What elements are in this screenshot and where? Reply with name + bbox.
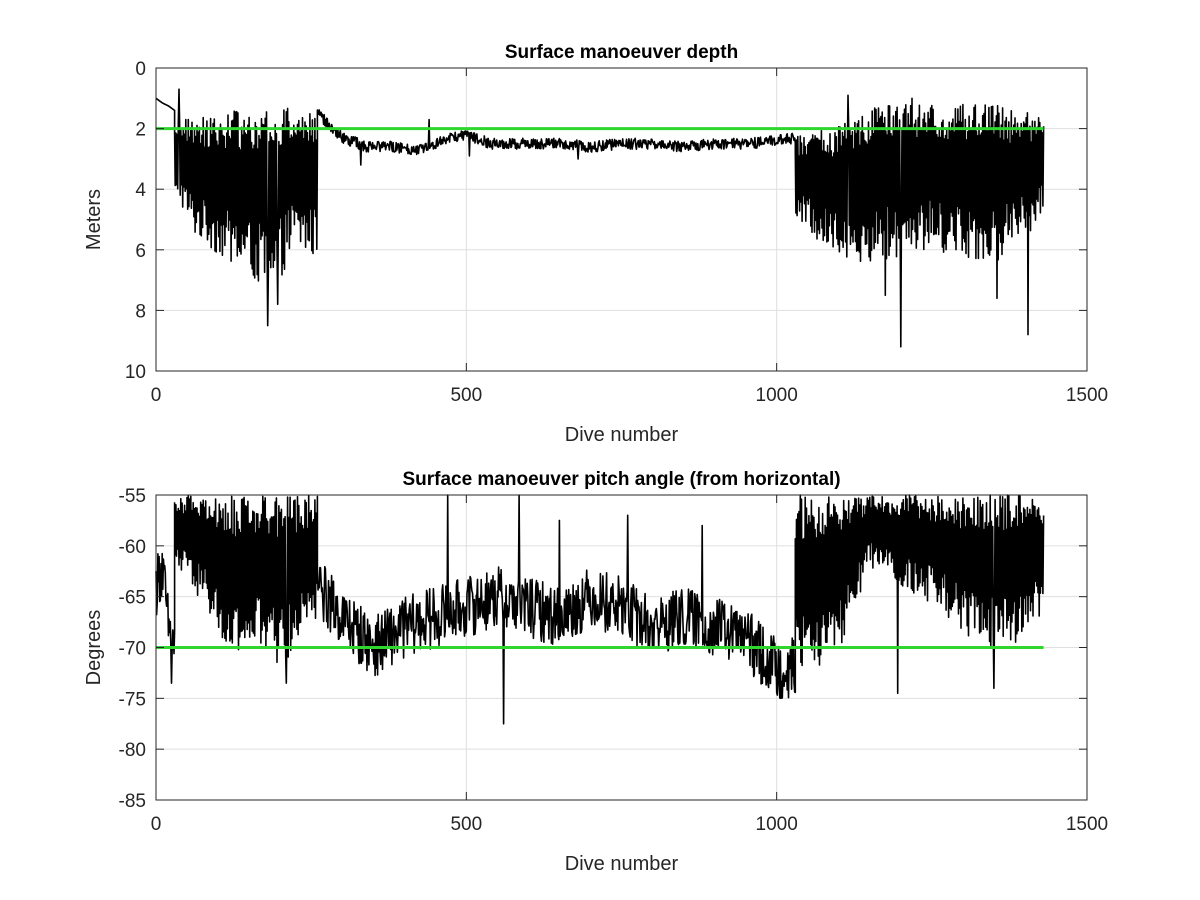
data-series-line (155, 88, 1045, 348)
depth-chart-title: Surface manoeuver depth (505, 42, 738, 63)
pitch-x-axis-label: Dive number (565, 853, 679, 875)
x-tick-label: 500 (450, 814, 482, 835)
y-tick-label: 0 (135, 59, 146, 80)
y-tick-label: -85 (119, 791, 146, 812)
pitch-chart: 0 500 1000 1500 -55 -60 -65 -70 -75 -80 -85 Surfa… (83, 469, 1108, 875)
depth-x-axis-label: Dive number (565, 424, 679, 446)
depth-series (155, 88, 1045, 348)
pitch-y-axis-label: Degrees (83, 610, 105, 686)
x-tick-label: 1500 (1066, 385, 1108, 406)
y-tick-label: -75 (119, 689, 146, 710)
y-tick-label: -70 (119, 639, 146, 660)
y-tick-label: 6 (135, 241, 146, 262)
y-tick-label: 2 (135, 120, 146, 141)
data-series-line (155, 494, 1045, 725)
pitch-y-ticks: -55 -60 -65 -70 -75 -80 -85 (119, 486, 1087, 812)
depth-chart: 0 500 1000 1500 0 2 4 6 8 10 Surface manoeuver d… (83, 42, 1108, 446)
x-tick-label: 500 (450, 385, 482, 406)
y-tick-label: 10 (125, 362, 146, 383)
depth-x-ticks: 0 500 1000 1500 (151, 68, 1108, 406)
x-tick-label: 0 (151, 814, 162, 835)
y-tick-label: -80 (119, 740, 146, 761)
y-tick-label: -65 (119, 588, 146, 609)
x-tick-label: 1000 (756, 814, 798, 835)
x-tick-label: 1000 (756, 385, 798, 406)
y-tick-label: 4 (135, 180, 146, 201)
y-tick-label: -55 (119, 486, 146, 507)
pitch-chart-title: Surface manoeuver pitch angle (from hori… (402, 469, 840, 490)
depth-y-ticks: 0 2 4 6 8 10 (125, 59, 1087, 383)
pitch-series (155, 494, 1045, 725)
depth-y-axis-label: Meters (83, 189, 105, 250)
x-tick-label: 0 (151, 385, 162, 406)
x-tick-label: 1500 (1066, 814, 1108, 835)
y-tick-label: -60 (119, 537, 146, 558)
depth-axes-box (155, 67, 1088, 372)
y-tick-label: 8 (135, 301, 146, 322)
pitch-x-ticks: 0 500 1000 1500 (151, 495, 1108, 835)
